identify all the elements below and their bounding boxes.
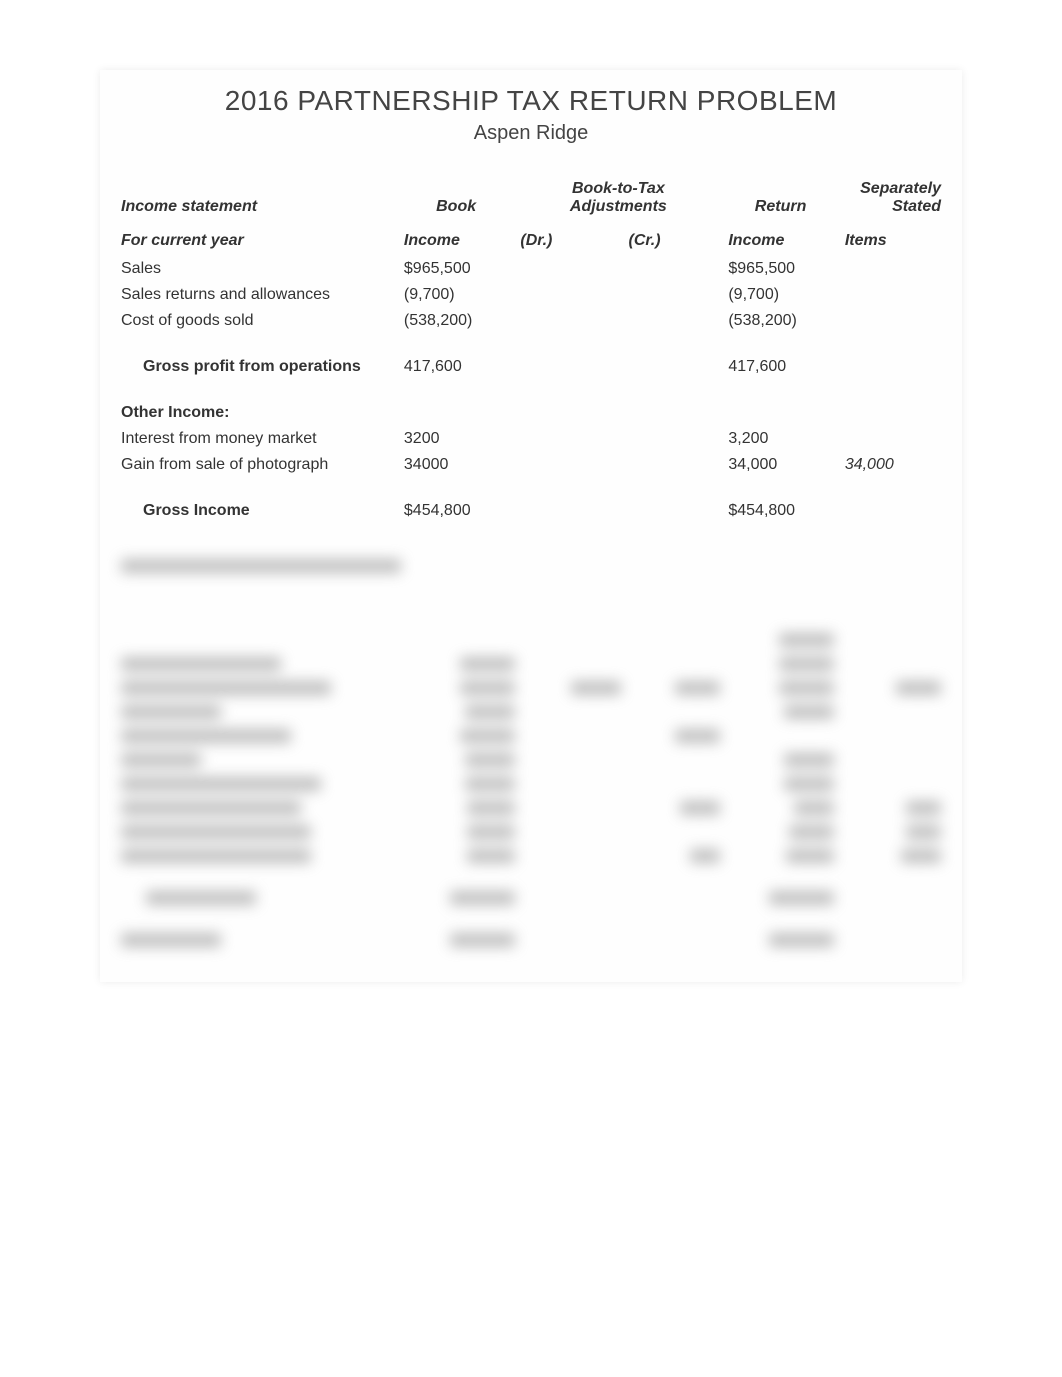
hdr-dr: (Dr.) bbox=[514, 220, 622, 256]
row-gross-profit: Gross profit from operations 417,600 417… bbox=[115, 354, 947, 380]
label-gain-photo: Gain from sale of photograph bbox=[115, 452, 398, 478]
return-sales: $965,500 bbox=[722, 256, 838, 282]
book-gain-photo: 34000 bbox=[398, 452, 514, 478]
spacer-row bbox=[115, 334, 947, 354]
hdr-return: Return bbox=[722, 160, 838, 220]
return-interest-mm: 3,200 bbox=[722, 426, 838, 452]
row-sales: Sales $965,500 $965,500 bbox=[115, 256, 947, 282]
spacer-row bbox=[115, 380, 947, 400]
hdr-items: Items bbox=[839, 220, 947, 256]
document-title: 2016 PARTNERSHIP TAX RETURN PROBLEM bbox=[115, 80, 947, 122]
hdr-book: Book bbox=[398, 160, 514, 220]
book-interest-mm: 3200 bbox=[398, 426, 514, 452]
spacer-row bbox=[115, 478, 947, 498]
label-sales: Sales bbox=[115, 256, 398, 282]
row-gross-income: Gross Income $454,800 $454,800 bbox=[115, 498, 947, 524]
hdr-stated: Stated bbox=[845, 198, 941, 216]
document-container: 2016 PARTNERSHIP TAX RETURN PROBLEM Aspe… bbox=[100, 70, 962, 982]
label-gross-profit: Gross profit from operations bbox=[115, 354, 398, 380]
return-cogs: (538,200) bbox=[722, 308, 838, 334]
row-interest-mm: Interest from money market 3200 3,200 bbox=[115, 426, 947, 452]
hdr-income-book: Income bbox=[398, 220, 514, 256]
sep-gain-photo: 34,000 bbox=[839, 452, 947, 478]
hdr-adjustments: Adjustments bbox=[520, 198, 716, 216]
label-other-income: Other Income: bbox=[115, 400, 398, 426]
row-sales-returns: Sales returns and allowances (9,700) (9,… bbox=[115, 282, 947, 308]
book-gross-income: $454,800 bbox=[398, 498, 514, 524]
book-sales: $965,500 bbox=[398, 256, 514, 282]
hdr-book-to-tax: Book-to-Tax bbox=[520, 180, 716, 198]
return-gross-profit: 417,600 bbox=[722, 354, 838, 380]
return-sales-returns: (9,700) bbox=[722, 282, 838, 308]
row-cogs: Cost of goods sold (538,200) (538,200) bbox=[115, 308, 947, 334]
label-sales-returns: Sales returns and allowances bbox=[115, 282, 398, 308]
header-row-1: Income statement Book Book-to-Tax Adjust… bbox=[115, 160, 947, 220]
income-statement-table: Income statement Book Book-to-Tax Adjust… bbox=[115, 160, 947, 524]
book-gross-profit: 417,600 bbox=[398, 354, 514, 380]
document-subtitle: Aspen Ridge bbox=[115, 122, 947, 160]
return-gross-income: $454,800 bbox=[722, 498, 838, 524]
return-gain-photo: 34,000 bbox=[722, 452, 838, 478]
hdr-income-statement: Income statement bbox=[115, 160, 398, 220]
row-other-income-header: Other Income: bbox=[115, 400, 947, 426]
book-sales-returns: (9,700) bbox=[398, 282, 514, 308]
row-gain-photo: Gain from sale of photograph 34000 34,00… bbox=[115, 452, 947, 478]
hdr-income-return: Income bbox=[722, 220, 838, 256]
hdr-cr: (Cr.) bbox=[623, 220, 723, 256]
label-interest-mm: Interest from money market bbox=[115, 426, 398, 452]
book-cogs: (538,200) bbox=[398, 308, 514, 334]
hdr-for-current-year: For current year bbox=[115, 220, 398, 256]
label-cogs: Cost of goods sold bbox=[115, 308, 398, 334]
label-gross-income: Gross Income bbox=[115, 498, 398, 524]
header-row-2: For current year Income (Dr.) (Cr.) Inco… bbox=[115, 220, 947, 256]
blurred-content bbox=[115, 554, 947, 952]
hdr-separately: Separately bbox=[845, 180, 941, 198]
